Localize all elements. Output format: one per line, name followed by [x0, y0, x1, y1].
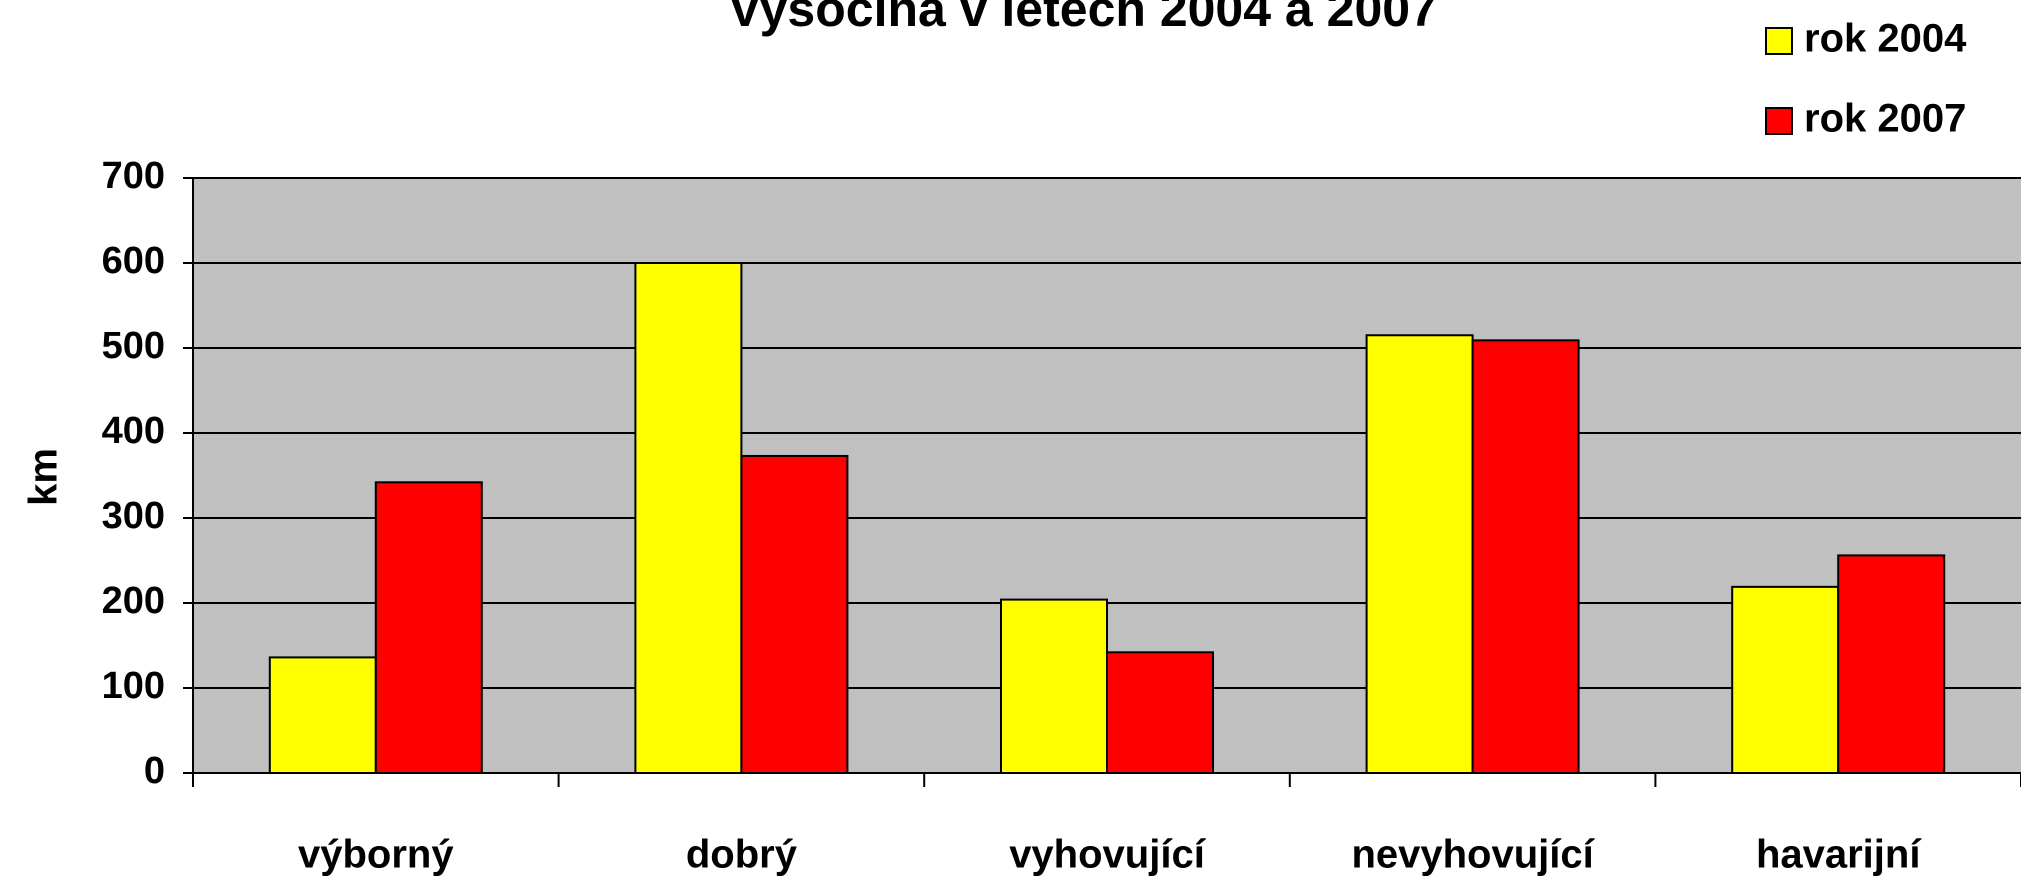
y-tick-label: 300 [102, 495, 165, 537]
y-tick-label: 100 [102, 665, 165, 707]
legend-swatch [1765, 107, 1793, 135]
bar [1837, 554, 1946, 775]
bar [268, 656, 377, 775]
legend-swatch [1765, 27, 1793, 55]
y-tick-label: 700 [102, 155, 165, 197]
bar [374, 481, 483, 774]
bar [1000, 598, 1108, 774]
bar [1731, 585, 1840, 774]
chart-title: Vysočina v letech 2004 a 2007 [728, 0, 1438, 37]
bar [1106, 651, 1214, 774]
x-tick-label: výborný [298, 833, 454, 877]
bar [634, 262, 743, 774]
y-tick-label: 200 [102, 580, 165, 622]
y-tick-label: 400 [102, 410, 165, 452]
legend-label: rok 2004 [1804, 17, 1967, 61]
x-tick-label: havarijní [1756, 833, 1922, 877]
x-tick-label: nevyhovující [1351, 833, 1595, 877]
legend-label: rok 2007 [1804, 97, 1966, 141]
y-tick-label: 0 [144, 750, 165, 792]
x-tick-label: vyhovující [1009, 833, 1207, 877]
y-tick-label: 600 [102, 240, 165, 282]
y-axis-label: km [22, 448, 66, 506]
bar [1365, 334, 1474, 774]
bar [740, 454, 849, 774]
bar [1471, 339, 1580, 774]
x-tick-label: dobrý [686, 833, 798, 877]
y-tick-label: 500 [102, 325, 165, 367]
